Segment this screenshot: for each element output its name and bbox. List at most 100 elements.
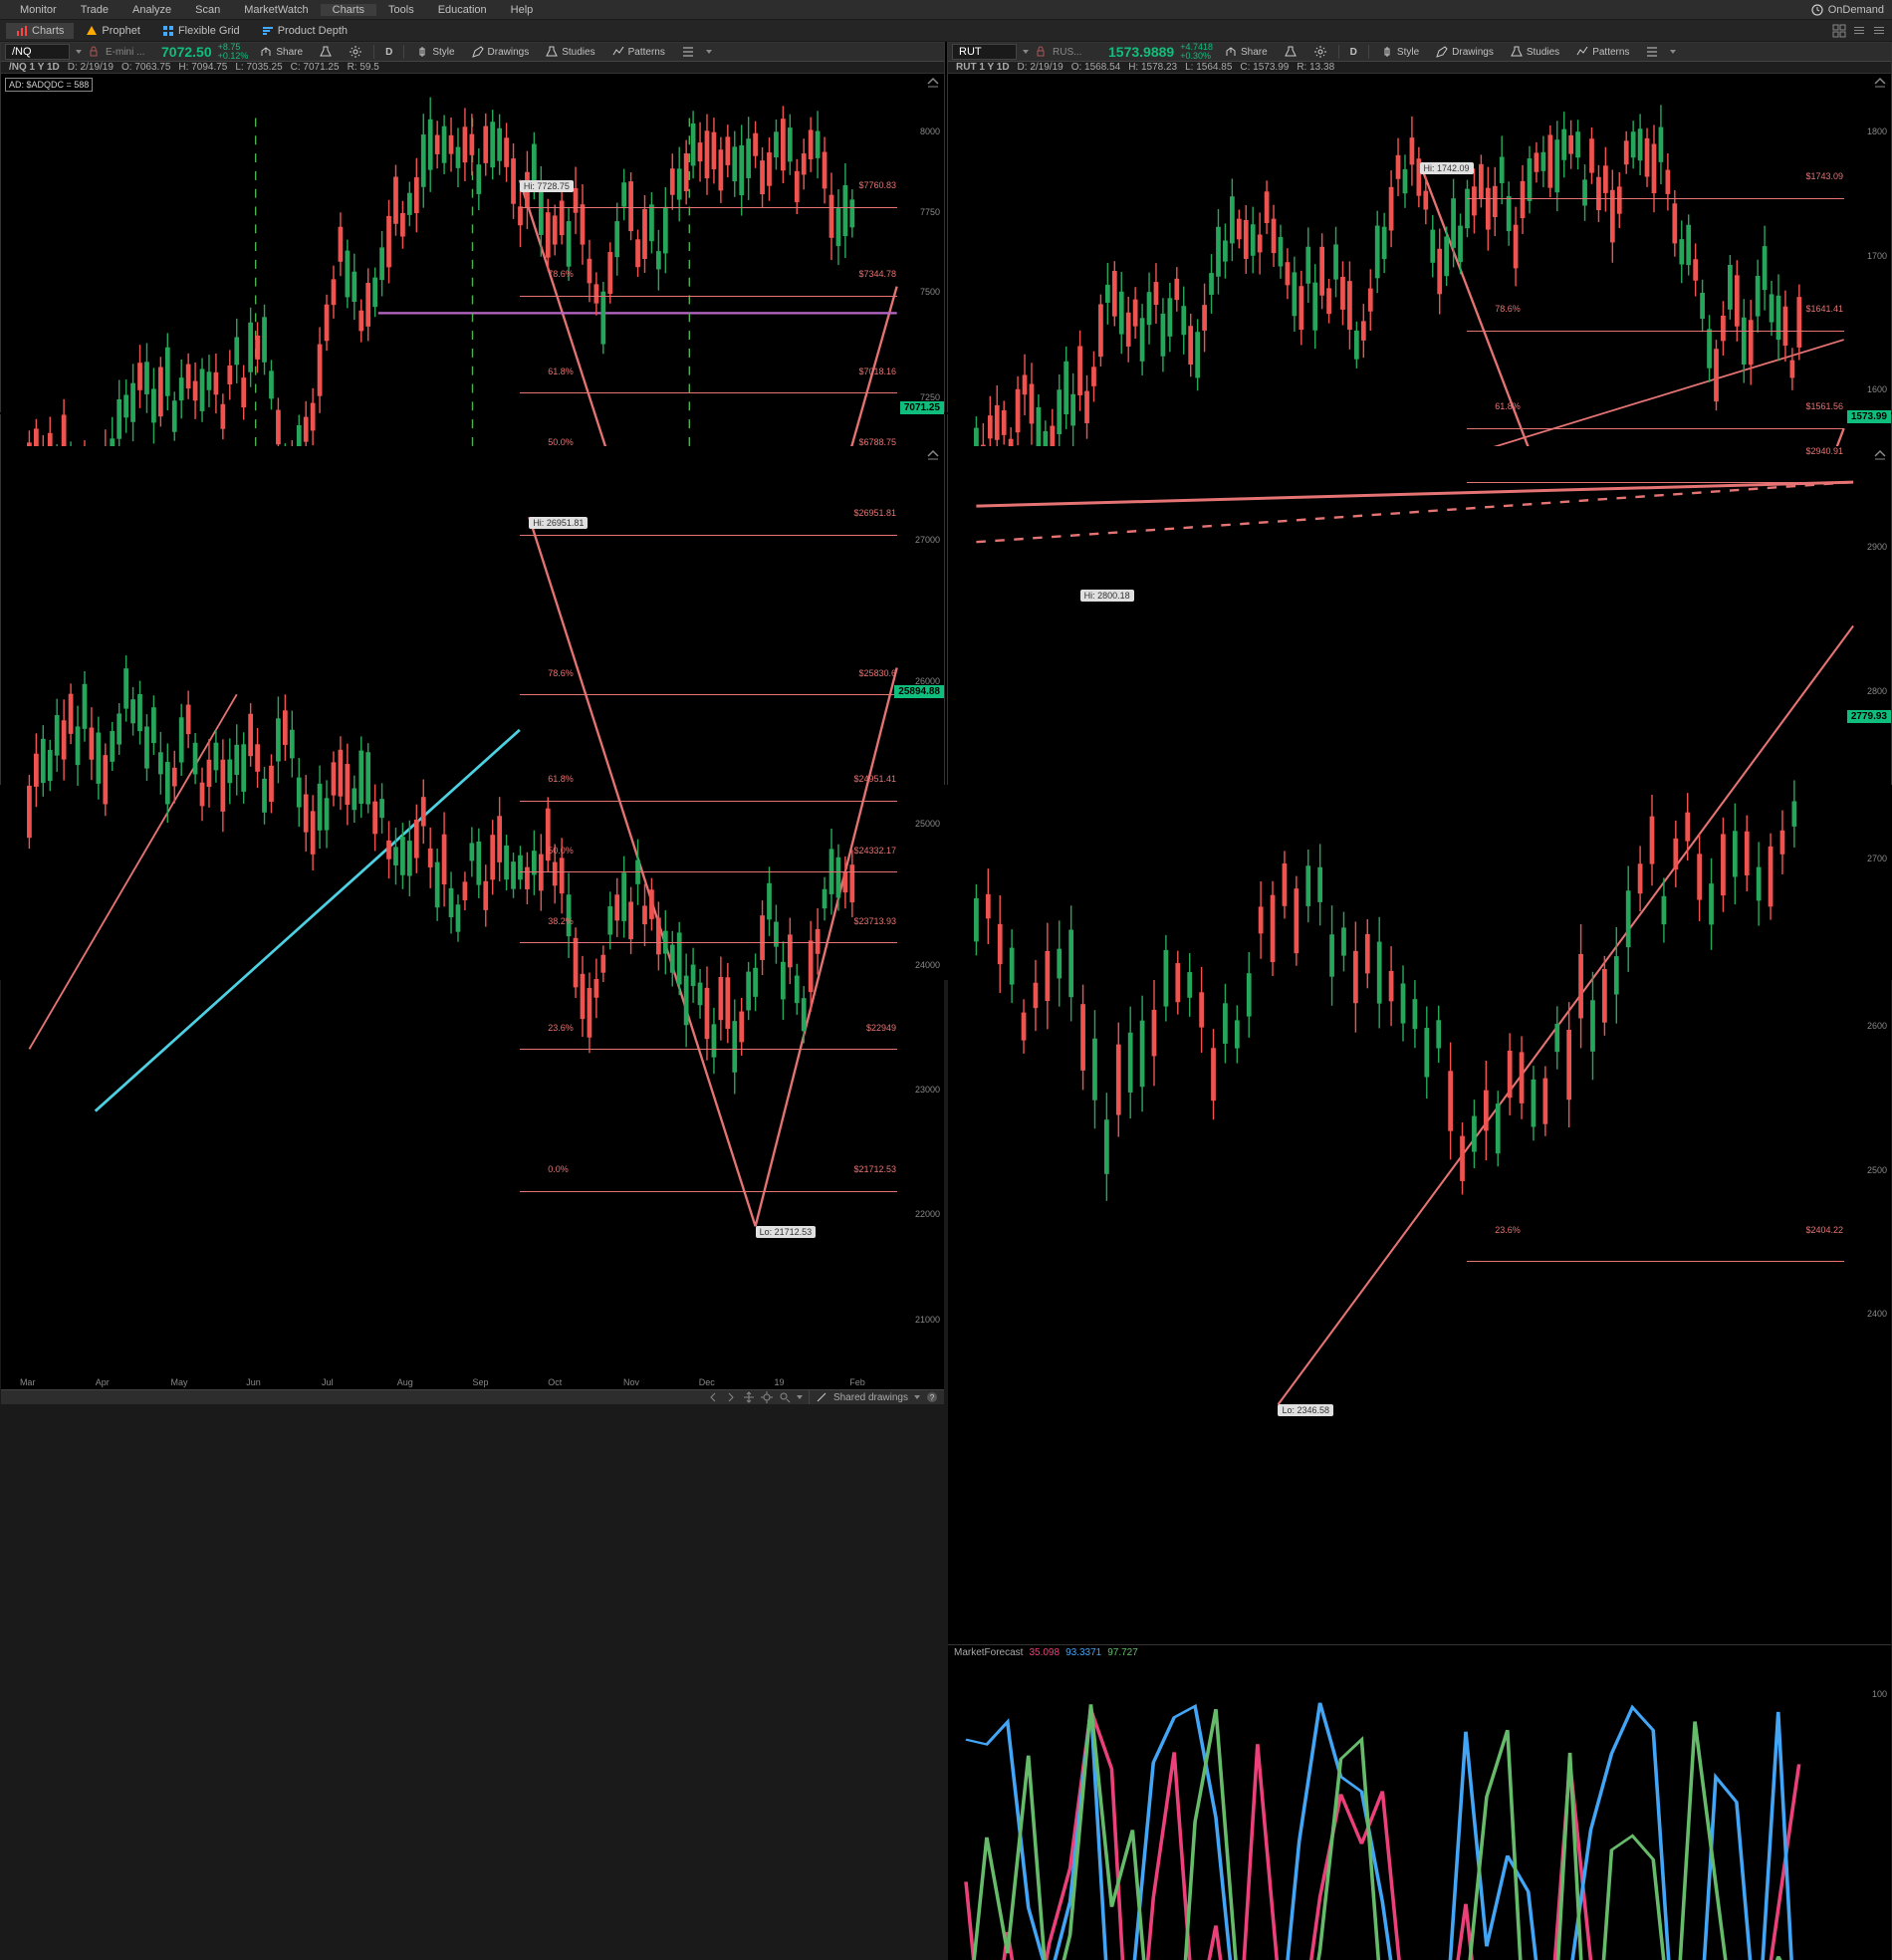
symbol-dropdown[interactable] (76, 50, 82, 54)
shared-drawings-label[interactable]: Shared drawings (833, 1392, 908, 1403)
menu-dots-icon[interactable] (1852, 24, 1866, 38)
flask-icon (1284, 45, 1298, 59)
shared-drawings-dropdown[interactable] (914, 1395, 920, 1399)
current-price-tag: 1573.99 (1847, 410, 1891, 423)
help-icon[interactable]: ? (926, 1391, 938, 1403)
low-marker: Lo: 21712.53 (756, 1226, 817, 1238)
sub-tab-charts[interactable]: Charts (6, 23, 74, 39)
studies-icon (1510, 45, 1524, 59)
ohlc-bar: RUT 1 Y 1D D: 2/19/19 O: 1568.54 H: 1578… (948, 62, 1891, 74)
ohlc-low: L: 7035.25 (235, 62, 282, 73)
symbol-input[interactable] (5, 44, 70, 60)
flask-button[interactable] (314, 43, 338, 61)
pencil-icon (1435, 45, 1449, 59)
list-button[interactable] (1640, 43, 1664, 61)
studies-button[interactable]: Studies (540, 43, 599, 61)
lock-icon[interactable] (1035, 46, 1047, 58)
sub-tab-prophet[interactable]: Prophet (76, 23, 150, 39)
right-arrow-icon[interactable] (725, 1391, 737, 1403)
low-marker: Lo: 2346.58 (1278, 1404, 1333, 1416)
move-icon[interactable] (743, 1391, 755, 1403)
patterns-icon (611, 45, 625, 59)
chart-grid-container: E-mini ... 7072.50 +8.75+0.12% Share D S… (0, 42, 1892, 980)
menu-tools[interactable]: Tools (376, 4, 426, 16)
menu-lines-icon[interactable] (1872, 24, 1886, 38)
settings-button[interactable] (344, 43, 367, 61)
current-price-tag: 25894.88 (894, 685, 944, 698)
draw-line-icon[interactable] (816, 1391, 828, 1403)
crosshair-icon[interactable] (761, 1391, 773, 1403)
flask-icon (319, 45, 333, 59)
current-price-tag: 2779.93 (1847, 710, 1891, 723)
chart-footer: Shared drawings ? (1, 1389, 944, 1404)
panel-menu[interactable] (706, 50, 712, 54)
studies-button[interactable]: Studies (1505, 43, 1564, 61)
svg-text:?: ? (930, 1393, 935, 1402)
menu-scan[interactable]: Scan (183, 4, 232, 16)
sub-tab-label: Product Depth (278, 25, 348, 37)
chart-canvas[interactable]: Hi: 2800.18 Lo: 2346.58 $2940.91 23.6% $… (948, 446, 1891, 1960)
symbol-price: 7072.50 (161, 44, 212, 60)
sub-tab-product-depth[interactable]: Product Depth (252, 23, 357, 39)
patterns-icon (1575, 45, 1589, 59)
menu-help[interactable]: Help (499, 4, 546, 16)
style-button[interactable]: Style (1375, 43, 1424, 61)
menu-trade[interactable]: Trade (69, 4, 120, 16)
sub-tab-bar: Charts Prophet Flexible Grid Product Dep… (0, 20, 1892, 42)
menu-marketwatch[interactable]: MarketWatch (232, 4, 320, 16)
menu-education[interactable]: Education (426, 4, 499, 16)
timeframe-button[interactable]: D (380, 45, 397, 60)
zoom-icon[interactable] (779, 1391, 791, 1403)
symbol-input[interactable] (952, 44, 1017, 60)
flask-button[interactable] (1279, 43, 1302, 61)
price-chart-svg (1, 446, 944, 1333)
settings-button[interactable] (1308, 43, 1332, 61)
menu-monitor[interactable]: Monitor (8, 4, 69, 16)
list-button[interactable] (676, 43, 700, 61)
chart-panel-RUT: RUS... 1573.9889 +4.7418+0.30% Share D S… (947, 42, 1892, 412)
chart-canvas[interactable]: Hi: 26951.81 Lo: 21712.53 $26951.81 78.6… (1, 446, 944, 1389)
current-price-tag: 7071.25 (900, 401, 944, 414)
main-menu-bar: Monitor Trade Analyze Scan MarketWatch C… (0, 0, 1892, 20)
clock-icon (1810, 3, 1824, 17)
price-chart-svg (948, 446, 1891, 1644)
sub-tab-flexible-grid[interactable]: Flexible Grid (152, 23, 250, 39)
chart-panel-NQ: E-mini ... 7072.50 +8.75+0.12% Share D S… (0, 42, 945, 412)
share-button[interactable]: Share (254, 43, 308, 61)
panel-menu[interactable] (1670, 50, 1676, 54)
style-button[interactable]: Style (410, 43, 459, 61)
ondemand-button[interactable]: OnDemand (1810, 3, 1884, 17)
patterns-button[interactable]: Patterns (1570, 43, 1634, 61)
symbol-desc: RUS... (1053, 47, 1102, 58)
depth-icon (262, 25, 274, 37)
chart-panel-SPX: S&P 500... 2779.93 +4.33+0.16% Share D S… (947, 414, 1892, 785)
ohlc-low: L: 1564.85 (1185, 62, 1232, 73)
candle-icon (1380, 45, 1394, 59)
menu-analyze[interactable]: Analyze (120, 4, 183, 16)
ohlc-close: C: 7071.25 (291, 62, 340, 73)
indicator-panel: MarketForecast35.09893.337197.727 100 0 … (948, 1644, 1891, 1960)
drawings-button[interactable]: Drawings (466, 43, 535, 61)
chart-toolbar: RUS... 1573.9889 +4.7418+0.30% Share D S… (948, 43, 1891, 62)
layout-controls (1832, 24, 1886, 38)
ohlc-high: H: 1578.23 (1128, 62, 1177, 73)
price-change: +4.7418+0.30% (1180, 43, 1213, 61)
timeframe-button[interactable]: D (1345, 45, 1362, 60)
warning-icon (86, 25, 98, 37)
high-marker: Hi: 1742.09 (1420, 162, 1474, 174)
drawings-button[interactable]: Drawings (1430, 43, 1499, 61)
share-button[interactable]: Share (1219, 43, 1273, 61)
patterns-button[interactable]: Patterns (606, 43, 670, 61)
grid-layout-icon[interactable] (1832, 24, 1846, 38)
share-icon (259, 45, 273, 59)
high-marker: Hi: 2800.18 (1080, 590, 1134, 602)
left-arrow-icon[interactable] (707, 1391, 719, 1403)
high-marker: Hi: 7728.75 (520, 180, 574, 192)
symbol-dropdown[interactable] (1023, 50, 1029, 54)
price-change: +8.75+0.12% (218, 43, 249, 61)
tool-dropdown[interactable] (797, 1395, 803, 1399)
chart-panel-DJI: Dow J... 25894.88 +11.63+0.04% Share D S… (0, 414, 945, 785)
symbol-price: 1573.9889 (1108, 44, 1174, 60)
lock-icon[interactable] (88, 46, 100, 58)
menu-charts[interactable]: Charts (321, 4, 376, 16)
